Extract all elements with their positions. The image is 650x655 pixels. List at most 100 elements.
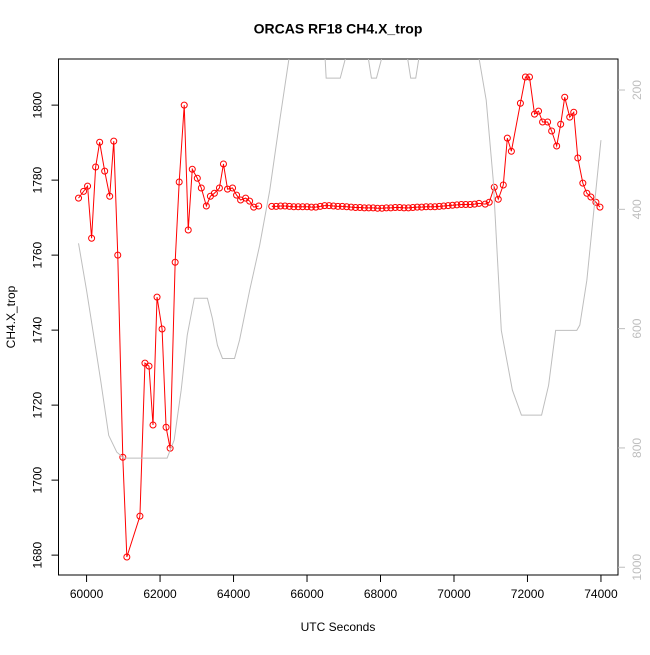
y-tick-label: 1680 xyxy=(31,541,45,568)
data-point xyxy=(409,204,417,211)
data-point xyxy=(246,197,254,205)
data-point xyxy=(312,203,320,211)
data-point xyxy=(145,362,153,370)
data-point xyxy=(544,118,552,126)
data-point xyxy=(378,204,386,212)
x-tick-label: 64000 xyxy=(217,587,251,601)
data-point xyxy=(347,203,355,211)
data-point xyxy=(535,107,543,115)
data-point xyxy=(210,189,218,197)
y-tick-label: 1700 xyxy=(31,466,45,493)
y-tick-label: 1800 xyxy=(31,91,45,118)
data-point xyxy=(215,184,223,192)
data-point xyxy=(188,165,196,173)
data-point xyxy=(485,198,493,206)
data-point xyxy=(290,203,298,211)
data-point xyxy=(325,202,333,210)
plot-area xyxy=(75,59,604,561)
data-point xyxy=(462,201,470,208)
series-line xyxy=(367,59,382,79)
data-point xyxy=(553,142,561,150)
data-point xyxy=(193,174,201,182)
series-line xyxy=(78,59,290,459)
data-point xyxy=(521,73,529,81)
x-tick-label: 60000 xyxy=(70,587,104,601)
data-point xyxy=(503,134,511,142)
data-point xyxy=(307,203,315,211)
data-point xyxy=(561,93,569,101)
data-point xyxy=(175,178,183,186)
plot-frame xyxy=(58,58,619,576)
data-point xyxy=(596,203,604,211)
series-line xyxy=(324,59,346,79)
data-point xyxy=(435,202,443,210)
series-line xyxy=(407,59,420,79)
data-point xyxy=(321,202,329,210)
data-point xyxy=(114,251,122,259)
data-point xyxy=(180,101,188,109)
data-point xyxy=(539,118,547,126)
series-line xyxy=(478,59,602,416)
data-point xyxy=(426,203,434,211)
data-point xyxy=(158,325,166,333)
data-point xyxy=(303,203,311,211)
y2-tick-label: 600 xyxy=(630,318,644,338)
y-tick-label: 1780 xyxy=(31,166,45,193)
data-point xyxy=(224,185,232,193)
data-point xyxy=(250,203,258,211)
data-point xyxy=(106,192,114,200)
data-point xyxy=(153,293,161,301)
data-point xyxy=(507,147,515,155)
data-point xyxy=(162,423,170,431)
y2-tick-label: 800 xyxy=(630,438,644,458)
y2-tick-label: 200 xyxy=(630,80,644,100)
data-point xyxy=(516,99,524,107)
data-point xyxy=(587,193,595,201)
y-tick-label: 1720 xyxy=(31,391,45,418)
data-point xyxy=(101,167,109,175)
x-tick-label: 66000 xyxy=(290,587,324,601)
data-point xyxy=(457,201,465,208)
data-point xyxy=(369,204,377,212)
data-point xyxy=(229,184,237,192)
data-point xyxy=(352,204,360,211)
data-point xyxy=(202,202,210,210)
data-point xyxy=(80,187,88,195)
data-point xyxy=(391,204,399,211)
y-axis-label: CH4.X_trop xyxy=(4,285,18,348)
x-tick-label: 72000 xyxy=(511,587,545,601)
data-point xyxy=(548,127,556,135)
data-point xyxy=(566,113,574,121)
data-point xyxy=(440,202,448,210)
y-tick-label: 1760 xyxy=(31,241,45,268)
data-point xyxy=(334,202,342,210)
data-point xyxy=(272,202,280,210)
data-point xyxy=(418,203,426,211)
data-point xyxy=(444,202,452,210)
data-point xyxy=(422,203,430,211)
data-point xyxy=(570,108,578,116)
data-point xyxy=(431,203,439,211)
data-point xyxy=(360,204,368,212)
series-line xyxy=(271,76,601,209)
x-tick-label: 62000 xyxy=(143,587,177,601)
data-point xyxy=(299,203,307,211)
data-point xyxy=(294,203,302,211)
data-point xyxy=(149,421,157,429)
data-point xyxy=(329,202,337,210)
data-point xyxy=(92,163,100,171)
data-point xyxy=(233,191,241,199)
data-point xyxy=(365,204,373,212)
data-point xyxy=(338,202,346,210)
data-point xyxy=(449,201,457,209)
data-point xyxy=(110,137,118,145)
data-point xyxy=(171,258,179,266)
data-point xyxy=(197,184,205,192)
y2-tick-label: 1000 xyxy=(630,554,644,581)
x-tick-label: 74000 xyxy=(584,587,618,601)
data-point xyxy=(481,200,489,208)
data-point xyxy=(404,204,412,212)
data-point xyxy=(84,182,92,190)
